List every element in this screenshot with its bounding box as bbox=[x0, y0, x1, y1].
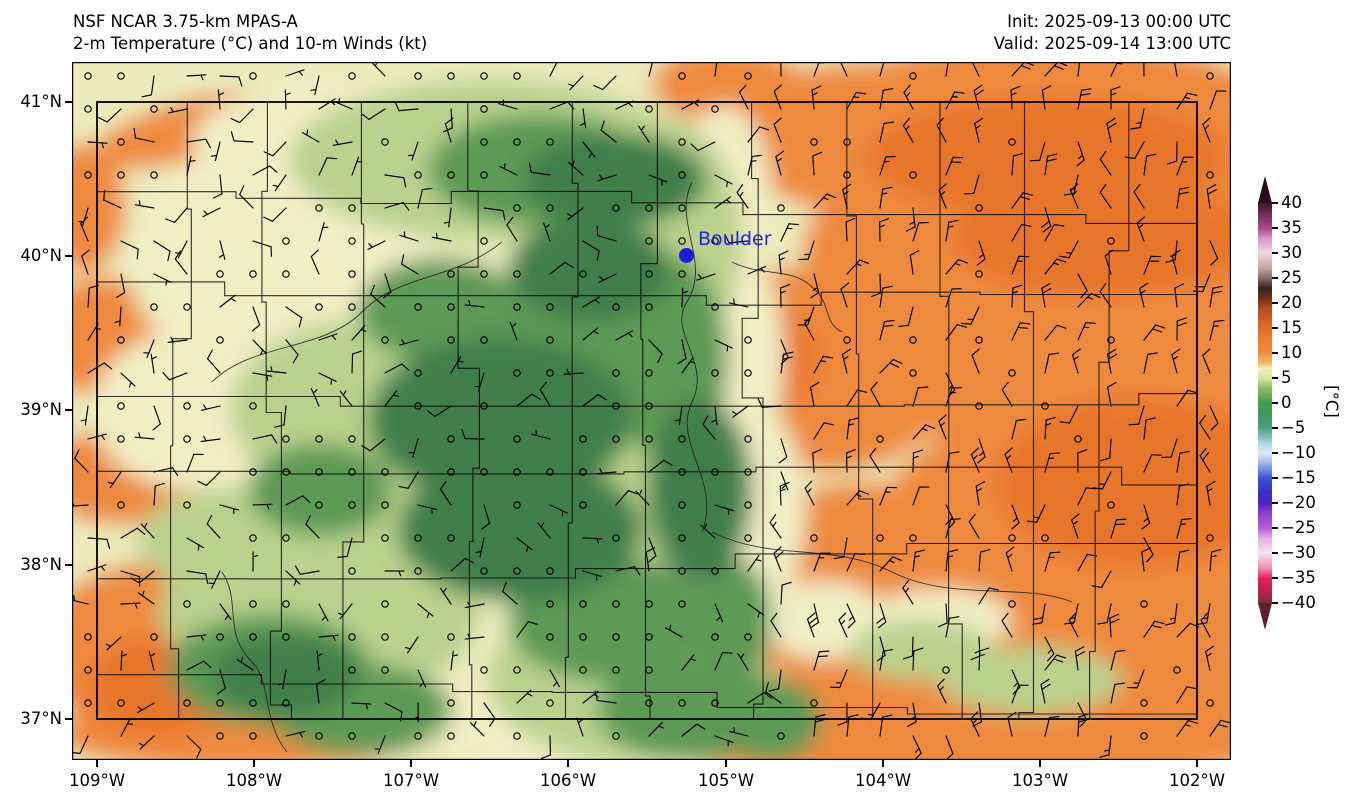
y-tick-label: 37°N bbox=[20, 709, 62, 728]
colorbar-tick-label: 25 bbox=[1272, 268, 1302, 287]
x-tick-label: 105°W bbox=[697, 771, 755, 790]
county-boundaries bbox=[97, 102, 1197, 719]
tick-mark bbox=[1039, 760, 1041, 767]
tick-mark bbox=[1196, 760, 1198, 767]
x-tick-label: 103°W bbox=[1011, 771, 1069, 790]
tick-mark bbox=[65, 255, 72, 257]
colorbar-tick-label: 10 bbox=[1272, 343, 1302, 362]
tick-mark bbox=[65, 564, 72, 566]
colorbar-tick-label: −25 bbox=[1272, 518, 1316, 537]
colorbar-tick-label: −20 bbox=[1272, 493, 1316, 512]
wind-barbs bbox=[72, 62, 1231, 760]
y-tick-label: 39°N bbox=[20, 400, 62, 419]
colorbar-tick-label: −5 bbox=[1271, 418, 1306, 437]
state-border bbox=[96, 101, 1198, 720]
x-tick-label: 106°W bbox=[539, 771, 597, 790]
plot-title: NSF NCAR 3.75-km MPAS-A 2-m Temperature … bbox=[73, 11, 427, 55]
colorbar-tick-label: −35 bbox=[1272, 568, 1316, 587]
colorbar-tick-label: 5 bbox=[1272, 368, 1292, 387]
x-tick-label: 104°W bbox=[854, 771, 912, 790]
colorbar-tick-label: −30 bbox=[1272, 543, 1316, 562]
tick-mark bbox=[253, 760, 255, 767]
colorbar-unit-label: [°C] bbox=[1321, 385, 1341, 418]
tick-mark bbox=[725, 760, 727, 767]
map-canvas bbox=[72, 62, 1231, 760]
colorbar-tick-label: −15 bbox=[1272, 468, 1316, 487]
field-title: 2-m Temperature (°C) and 10-m Winds (kt) bbox=[73, 34, 428, 53]
city-marker-label: Boulder bbox=[698, 228, 772, 250]
colorbar-lower-arrow bbox=[1258, 603, 1272, 630]
x-tick-label: 107°W bbox=[382, 771, 440, 790]
colorbar-gradient bbox=[1258, 203, 1272, 603]
colorbar-tick-label: 40 bbox=[1272, 193, 1302, 212]
map-plot-area: Boulder bbox=[72, 62, 1231, 760]
tick-mark bbox=[65, 718, 72, 720]
valid-time: Valid: 2025-09-14 13:00 UTC bbox=[993, 34, 1231, 53]
city-marker-dot bbox=[679, 248, 694, 263]
colorbar-tick-label: 0 bbox=[1272, 393, 1292, 412]
tick-mark bbox=[882, 760, 884, 767]
map-frame bbox=[72, 62, 1231, 760]
y-tick-label: 41°N bbox=[20, 92, 62, 111]
colorbar-tick-label: −10 bbox=[1272, 443, 1316, 462]
tick-mark bbox=[96, 760, 98, 767]
x-tick-label: 108°W bbox=[225, 771, 283, 790]
temperature-colorbar: 40 35 30 25 20 15 10 5 0 −5 −10 −15 −20 … bbox=[1253, 169, 1363, 669]
y-tick-label: 40°N bbox=[20, 246, 62, 265]
rivers bbox=[211, 181, 1073, 753]
run-times: Init: 2025-09-13 00:00 UTC Valid: 2025-0… bbox=[994, 11, 1231, 55]
y-tick-label: 38°N bbox=[20, 555, 62, 574]
colorbar-tick-label: 15 bbox=[1272, 318, 1302, 337]
colorbar-upper-arrow bbox=[1258, 176, 1272, 203]
tick-mark bbox=[567, 760, 569, 767]
colorbar-tick-label: 35 bbox=[1272, 218, 1302, 237]
tick-mark bbox=[65, 409, 72, 411]
colorbar-tick-label: 20 bbox=[1272, 293, 1302, 312]
init-time: Init: 2025-09-13 00:00 UTC bbox=[1007, 12, 1231, 31]
x-tick-label: 109°W bbox=[68, 771, 126, 790]
x-tick-label: 102°W bbox=[1168, 771, 1226, 790]
model-title: NSF NCAR 3.75-km MPAS-A bbox=[73, 12, 298, 31]
colorbar-tick-label: −40 bbox=[1272, 593, 1316, 612]
colorbar-tick-label: 30 bbox=[1272, 243, 1302, 262]
tick-mark bbox=[65, 101, 72, 103]
tick-mark bbox=[410, 760, 412, 767]
